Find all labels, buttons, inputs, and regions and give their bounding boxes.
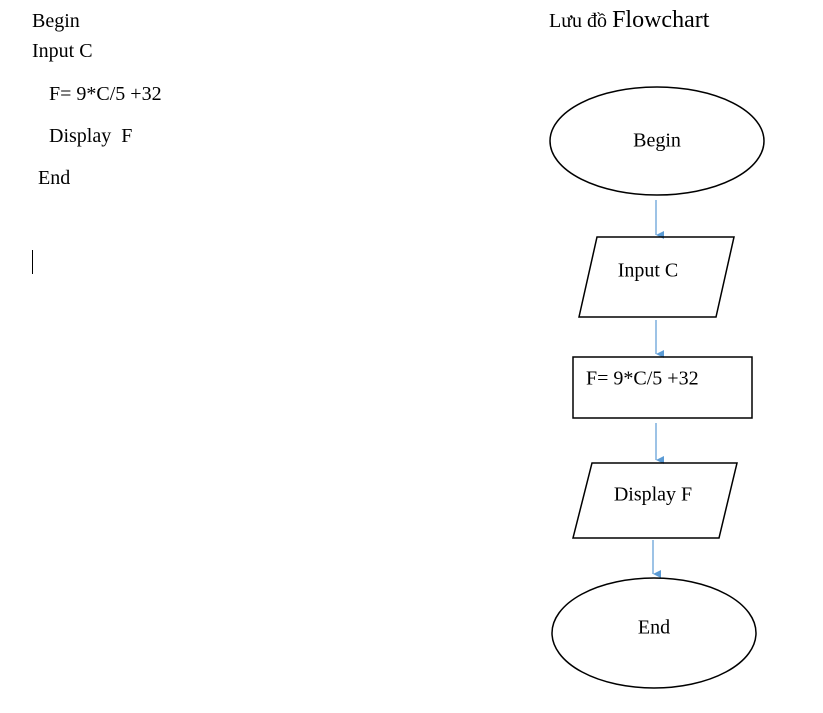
node-display-label: Display F [614, 484, 692, 506]
node-begin: Begin [549, 86, 765, 196]
node-display-shape [572, 462, 738, 539]
text-cursor[interactable] [32, 250, 33, 274]
node-display: Display F [572, 462, 738, 539]
node-process-shape [572, 356, 753, 419]
node-begin-label: Begin [633, 130, 681, 152]
node-input-shape [578, 236, 735, 318]
node-end-label: End [638, 617, 670, 639]
flowchart-heading-prefix: Lưu đồ [549, 10, 613, 32]
node-process-label: F= 9*C/5 +32 [586, 368, 699, 390]
node-process: F= 9*C/5 +32 [572, 356, 753, 419]
node-input: Input C [578, 236, 735, 318]
node-input-label: Input C [618, 260, 679, 282]
flowchart-heading: Lưu đồ Flowchart [549, 7, 709, 36]
flowchart-heading-main: Flowchart [612, 7, 710, 33]
pseudocode-line-end: End [38, 167, 71, 189]
node-begin-shape [549, 86, 765, 196]
node-end: End [551, 577, 757, 689]
pseudocode-line-begin: Begin [32, 10, 80, 32]
node-end-shape [551, 577, 757, 689]
pseudocode-line-input: Input C [32, 40, 93, 62]
pseudocode-line-display: Display F [49, 125, 133, 147]
pseudocode-line-formula: F= 9*C/5 +32 [49, 83, 162, 105]
